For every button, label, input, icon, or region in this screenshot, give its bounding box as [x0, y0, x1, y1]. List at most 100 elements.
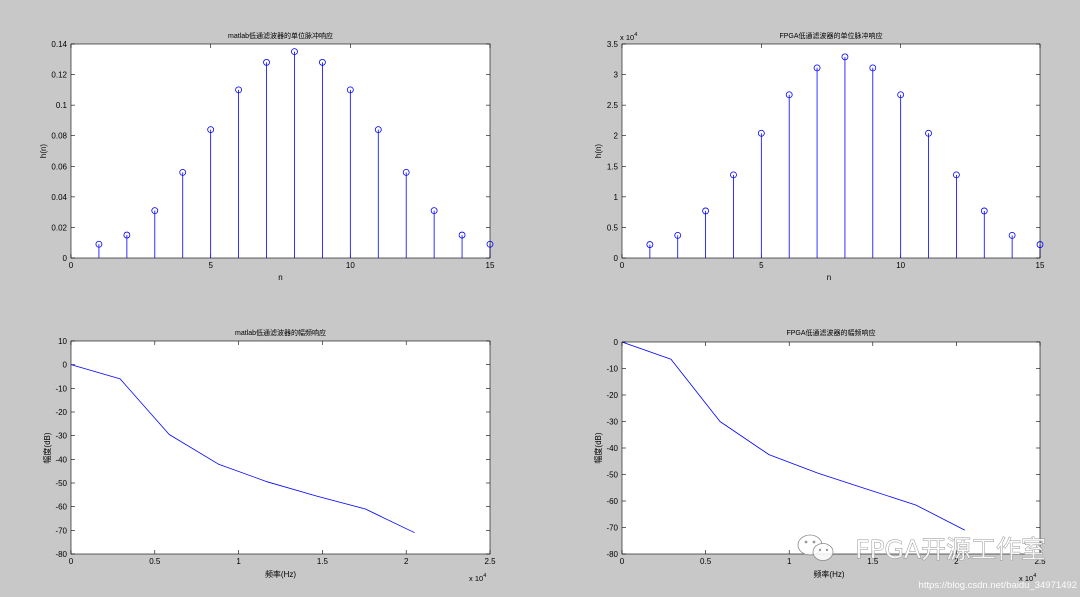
- y-tick-label: -60: [606, 497, 618, 506]
- axes-area: [71, 341, 490, 554]
- x-tick-label: 0: [620, 557, 625, 566]
- wechat-eye: [818, 548, 822, 552]
- x-tick-label: 0: [69, 557, 74, 566]
- wechat-eye: [804, 540, 808, 544]
- wechat-icon: [797, 534, 834, 561]
- stem-marker: [235, 86, 243, 94]
- x-tick-label: 15: [486, 261, 495, 270]
- y-tick-label: -10: [55, 384, 67, 393]
- plot-marks: 0 5 10 15 0 0.5 1 1.5 2 2.5 3 3.5: [607, 40, 1045, 270]
- y-tick-label: 2: [614, 132, 619, 141]
- stem-marker: [757, 129, 765, 137]
- y-tick-label: -80: [55, 550, 67, 559]
- y-tick-label: 0: [63, 254, 68, 263]
- stem-marker: [785, 91, 793, 99]
- x-tick-label: 1: [236, 557, 241, 566]
- stem-marker: [207, 126, 215, 134]
- y-tick-label: -10: [606, 365, 618, 374]
- x-tick-label: 5: [759, 261, 764, 270]
- y-tick-label: 0.08: [51, 132, 67, 141]
- multiplier-exponent: 4: [483, 573, 486, 579]
- y-tick-label: -30: [55, 432, 67, 441]
- wechat-eye: [825, 548, 829, 552]
- stem-marker: [179, 168, 187, 176]
- x-tick-label: 1: [787, 557, 792, 566]
- plot-marks: 0 0.5 1 1.5 2 2.5 -80 -70 -60 -50 -40 -30 -20 -10 0 10: [55, 337, 496, 566]
- x-tick-label: 2.5: [1034, 557, 1046, 566]
- chart-title: FPGA低通滤波器的幅频响应: [786, 328, 875, 337]
- y-tick-label: -40: [55, 455, 67, 464]
- y-tick-label: 0.1: [56, 101, 68, 110]
- subplot-matlab-impulse-response: 0 5 10 15 0 0.02 0.04 0.06 0.08 0.1 0.12 0.14 matla…: [39, 31, 495, 282]
- y-tick-label: 2.5: [607, 101, 619, 110]
- axes-box: [70, 340, 491, 555]
- x-tick-label: 2: [954, 557, 959, 566]
- wechat-bubble-small: [812, 543, 834, 561]
- stem-marker: [458, 231, 466, 239]
- axes-area: [622, 44, 1040, 258]
- y-tick-label: -70: [606, 524, 618, 533]
- y-tick-label: 0: [614, 338, 619, 347]
- y-axis-label: 幅度(dB): [42, 432, 52, 463]
- x-axis-label: 频率(Hz): [265, 569, 296, 579]
- y-tick-label: 3: [614, 71, 619, 80]
- x-axis-label: n: [827, 273, 831, 282]
- chart-title: matlab低通滤波器的单位脉冲响应: [228, 31, 333, 40]
- x-tick-label: 1.5: [867, 557, 879, 566]
- stem-marker: [123, 231, 131, 239]
- x-tick-label: 2.5: [484, 557, 496, 566]
- y-axis-label: h(n): [594, 144, 603, 159]
- x-tick-label: 0: [620, 261, 625, 270]
- x-axis-label: n: [278, 273, 282, 282]
- y-tick-label: 0.02: [51, 223, 67, 232]
- y-tick-label: 0.12: [51, 71, 67, 80]
- chart-title: FPGA低通滤波器的单位脉冲响应: [779, 31, 882, 40]
- y-tick-label: -50: [55, 479, 67, 488]
- stem-marker: [402, 168, 410, 176]
- stem-marker: [430, 207, 438, 215]
- stem-marker: [925, 129, 932, 137]
- stem-marker: [813, 64, 821, 72]
- stem-marker: [841, 53, 849, 61]
- y-axis-multiplier: x 104: [620, 32, 637, 42]
- watermark-brand: FPGA开源工作室: [855, 535, 1046, 564]
- watermark-url: https://blog.csdn.net/baidu_34971492: [919, 580, 1077, 591]
- y-tick-label: 0: [63, 361, 68, 370]
- stem-marker: [897, 91, 905, 99]
- y-tick-label: 0.5: [607, 223, 619, 232]
- x-tick-label: 1.5: [317, 557, 329, 566]
- multiplier-exponent: 4: [1033, 573, 1036, 579]
- y-tick-label: 1.5: [607, 162, 619, 171]
- y-tick-label: -20: [55, 408, 67, 417]
- stem-marker: [291, 48, 298, 56]
- y-tick-label: 0: [614, 254, 619, 263]
- subplot-matlab-magnitude-response: 0 0.5 1 1.5 2 2.5-80-70-60-50-40-30-20-10010 …: [42, 328, 496, 583]
- axes-box: [70, 43, 491, 259]
- y-axis-label: 幅度(dB): [593, 432, 603, 463]
- multiplier-exponent: 4: [634, 32, 637, 38]
- response-line: [621, 341, 965, 531]
- plot-marks: 0 0.5 1 1.5 2 2.5 -80 -70 -60 -50 -40 -30 -20 -10 0: [606, 338, 1046, 566]
- stem-marker: [318, 58, 326, 66]
- stem-marker: [95, 240, 103, 248]
- stem-marker: [730, 171, 737, 179]
- x-tick-label: 2: [404, 557, 409, 566]
- x-tick-label: 10: [346, 261, 355, 270]
- multiplier-base: x 10: [469, 574, 483, 583]
- x-tick-label: 5: [208, 261, 213, 270]
- stem-marker: [953, 171, 960, 179]
- y-tick-label: 3.5: [607, 40, 619, 49]
- y-axis-label: h(n): [39, 144, 48, 159]
- axes-area: [622, 342, 1040, 554]
- x-tick-label: 0.5: [149, 557, 161, 566]
- wechat-eye: [812, 540, 816, 544]
- stem-marker: [646, 241, 654, 248]
- chart-title: matlab低通滤波器的幅频响应: [235, 328, 326, 337]
- response-line: [70, 364, 415, 534]
- stem-marker: [674, 231, 682, 239]
- multiplier-base: x 10: [620, 33, 634, 42]
- axes-box: [621, 43, 1041, 259]
- y-tick-label: -20: [606, 391, 618, 400]
